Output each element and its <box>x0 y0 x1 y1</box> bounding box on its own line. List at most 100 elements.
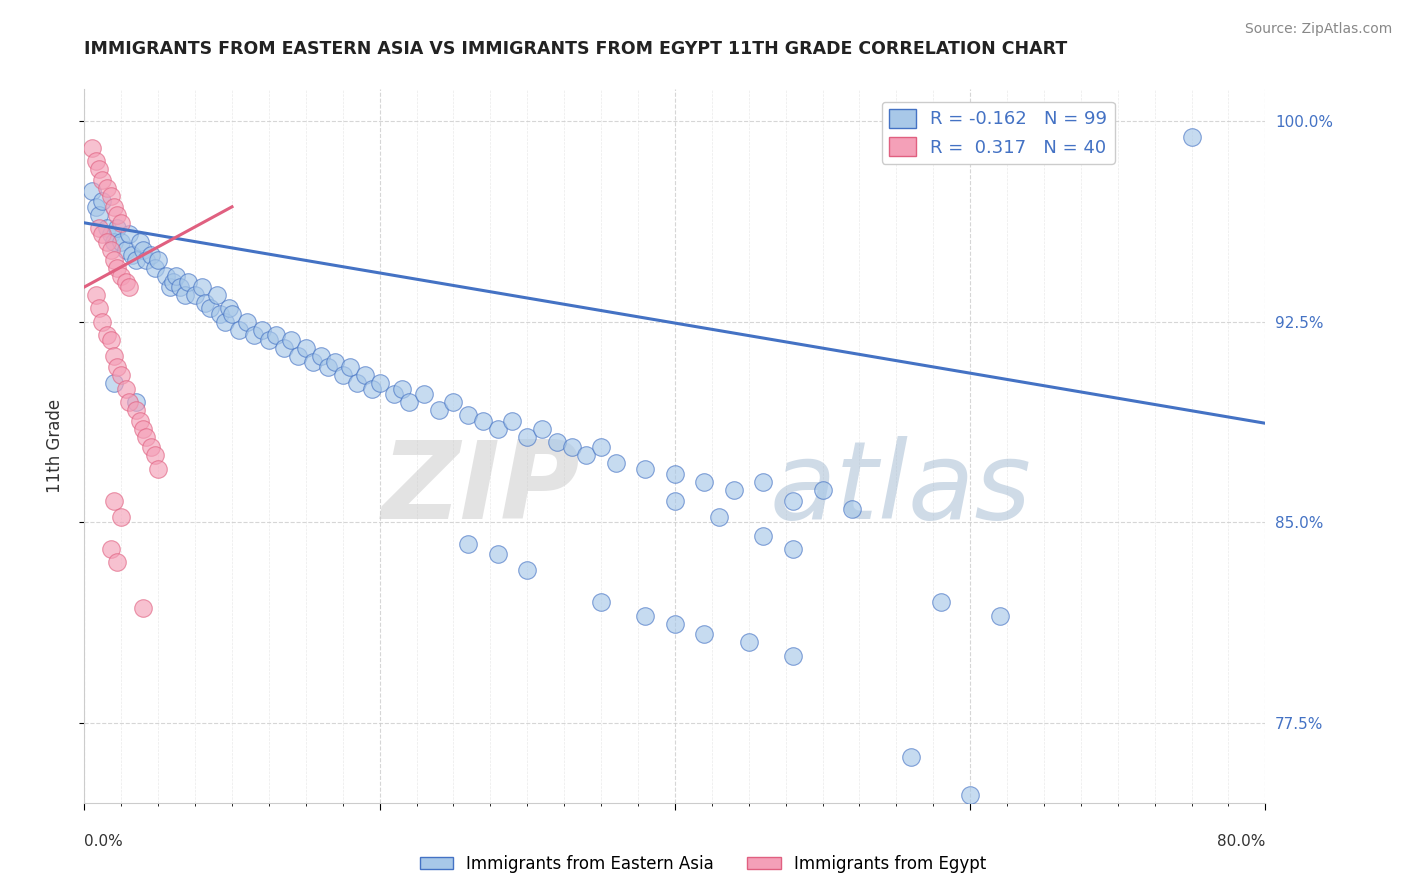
Point <box>959 788 981 802</box>
Point <box>118 395 141 409</box>
Point <box>209 307 232 321</box>
Point <box>96 328 118 343</box>
Text: atlas: atlas <box>769 436 1031 541</box>
Point <box>155 269 177 284</box>
Point <box>516 430 538 444</box>
Point <box>280 334 302 348</box>
Point <box>103 493 125 508</box>
Point <box>205 288 228 302</box>
Point <box>177 275 200 289</box>
Point <box>100 243 122 257</box>
Point <box>841 501 863 516</box>
Point <box>472 414 495 428</box>
Text: Source: ZipAtlas.com: Source: ZipAtlas.com <box>1244 22 1392 37</box>
Point <box>457 536 479 550</box>
Point <box>218 301 240 316</box>
Point <box>96 181 118 195</box>
Point <box>143 261 166 276</box>
Point <box>103 350 125 364</box>
Text: 0.0%: 0.0% <box>84 834 124 849</box>
Point <box>361 382 384 396</box>
Point <box>125 395 148 409</box>
Point <box>105 555 128 569</box>
Point <box>132 243 155 257</box>
Point <box>135 253 157 268</box>
Text: IMMIGRANTS FROM EASTERN ASIA VS IMMIGRANTS FROM EGYPT 11TH GRADE CORRELATION CHA: IMMIGRANTS FROM EASTERN ASIA VS IMMIGRAN… <box>84 40 1067 58</box>
Point <box>110 216 132 230</box>
Y-axis label: 11th Grade: 11th Grade <box>45 399 63 493</box>
Point <box>738 635 761 649</box>
Point <box>1018 136 1040 150</box>
Legend: R = -0.162   N = 99, R =  0.317   N = 40: R = -0.162 N = 99, R = 0.317 N = 40 <box>882 102 1115 164</box>
Point <box>709 509 731 524</box>
Point <box>339 360 361 375</box>
Point <box>100 227 122 241</box>
Point <box>96 235 118 249</box>
Point <box>368 376 391 391</box>
Point <box>114 243 136 257</box>
Point <box>575 448 598 462</box>
Point <box>173 288 195 302</box>
Point <box>132 422 155 436</box>
Point <box>191 280 214 294</box>
Point <box>162 275 184 289</box>
Point <box>135 430 157 444</box>
Point <box>110 509 132 524</box>
Point <box>129 235 152 249</box>
Point <box>159 280 181 294</box>
Point <box>391 382 413 396</box>
Point <box>664 467 686 481</box>
Point <box>91 315 114 329</box>
Point <box>413 387 436 401</box>
Point <box>103 235 125 249</box>
Point <box>634 461 657 475</box>
Point <box>323 355 347 369</box>
Point <box>105 208 128 222</box>
Point <box>103 200 125 214</box>
Point <box>516 563 538 577</box>
Point <box>530 422 553 436</box>
Point <box>664 616 686 631</box>
Point <box>80 141 103 155</box>
Point <box>105 261 128 276</box>
Point <box>96 221 118 235</box>
Point <box>723 483 745 497</box>
Point <box>302 355 325 369</box>
Point <box>118 280 141 294</box>
Point <box>560 440 583 454</box>
Point <box>110 368 132 383</box>
Point <box>398 395 420 409</box>
Point <box>752 475 775 489</box>
Point <box>332 368 354 383</box>
Point <box>441 395 464 409</box>
Point <box>782 541 804 556</box>
Point <box>91 173 114 187</box>
Point <box>309 350 332 364</box>
Text: ZIP: ZIP <box>382 436 581 541</box>
Point <box>693 475 716 489</box>
Point <box>100 189 122 203</box>
Point <box>80 184 103 198</box>
Point <box>752 528 775 542</box>
Point <box>264 328 288 343</box>
Point <box>287 350 309 364</box>
Point <box>605 456 627 470</box>
Point <box>194 296 217 310</box>
Point <box>929 595 952 609</box>
Point <box>243 328 266 343</box>
Point <box>89 208 111 222</box>
Point <box>148 253 170 268</box>
Point <box>664 493 686 508</box>
Point <box>100 334 122 348</box>
Point <box>89 162 111 177</box>
Point <box>184 288 207 302</box>
Point <box>486 547 509 561</box>
Point <box>811 483 834 497</box>
Point <box>257 334 280 348</box>
Point <box>457 409 479 423</box>
Point <box>103 376 125 391</box>
Point <box>591 440 613 454</box>
Point <box>591 595 613 609</box>
Point <box>118 227 141 241</box>
Point <box>228 323 250 337</box>
